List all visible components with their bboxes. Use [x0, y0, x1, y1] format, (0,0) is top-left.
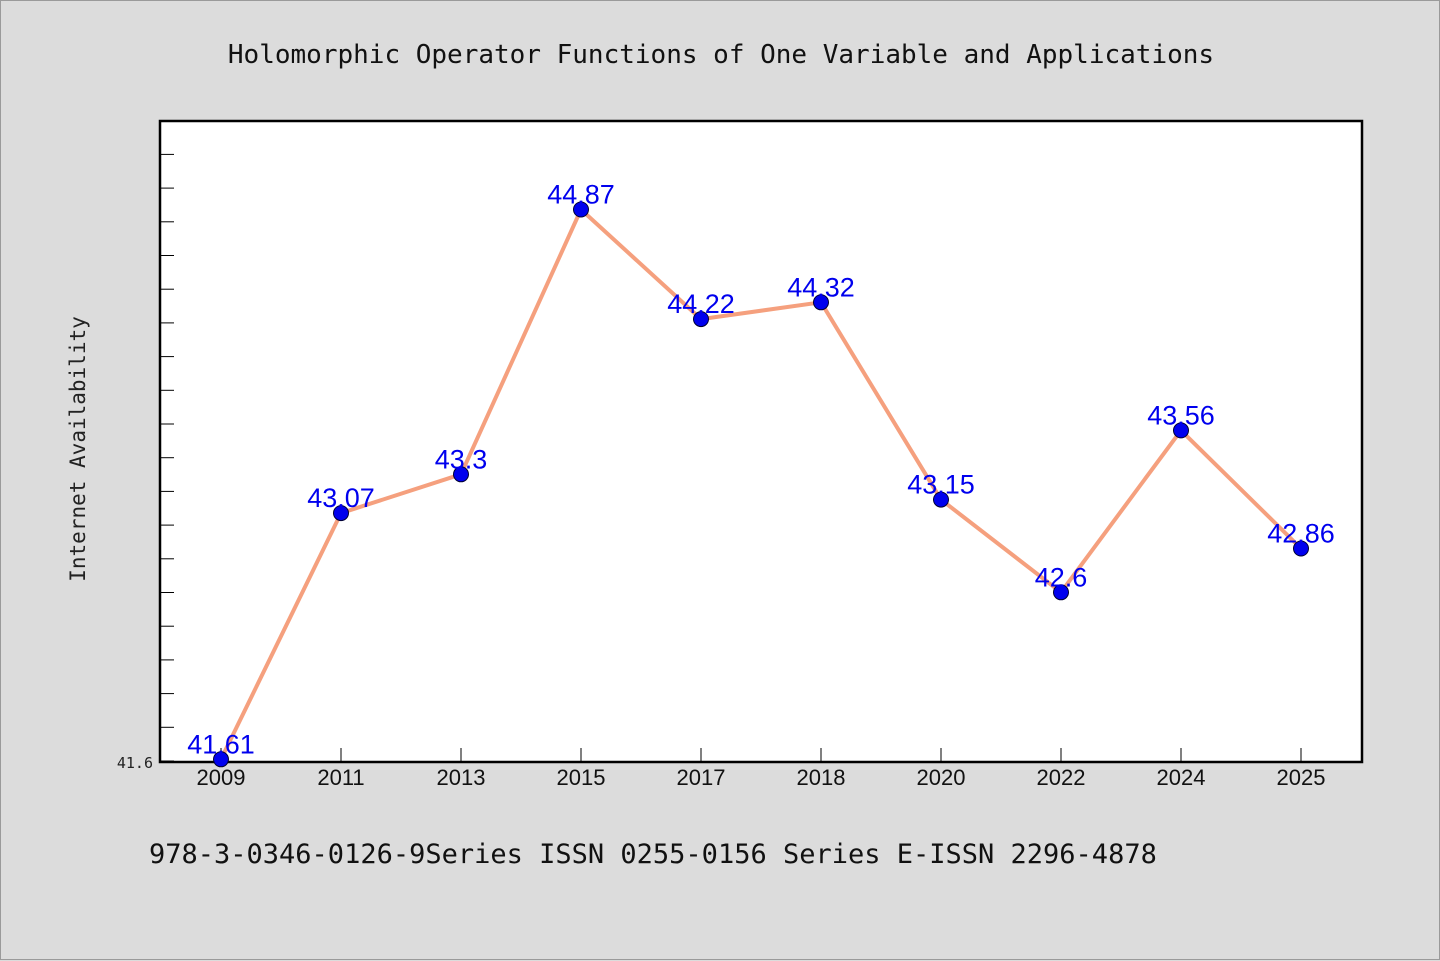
data-point [813, 294, 829, 311]
data-point [1053, 584, 1069, 601]
x-tick-label: 2017 [677, 765, 726, 790]
data-label: 44.32 [787, 272, 855, 302]
data-labels: 41.61 43.07 43.3 44.87 44.22 44.32 43.15 42.6 43… [187, 180, 1335, 760]
x-tick-label: 2025 [1277, 765, 1326, 790]
data-label: 43.15 [907, 470, 975, 500]
data-point [693, 311, 709, 328]
data-label: 42.6 [1035, 562, 1088, 592]
x-tick-label: 2009 [197, 765, 246, 790]
data-label: 41.61 [187, 729, 255, 759]
y-tick-label-min: 41.6 [117, 754, 153, 772]
x-tick-label: 2013 [437, 765, 486, 790]
x-tick-label: 2015 [557, 765, 606, 790]
data-point [1293, 540, 1309, 557]
data-point [1173, 422, 1189, 439]
data-label: 44.22 [667, 289, 735, 319]
data-point [213, 751, 229, 768]
y-axis-ticks [160, 153, 174, 762]
data-label: 43.56 [1147, 400, 1215, 430]
data-label: 44.87 [547, 180, 615, 210]
data-label: 43.07 [307, 483, 375, 513]
data-point [933, 491, 949, 508]
data-point [573, 201, 589, 218]
x-axis-ticks [220, 748, 1302, 761]
data-label: 43.3 [435, 444, 488, 474]
x-tick-label: 2020 [917, 765, 966, 790]
y-axis-label: Internet Availability [66, 316, 90, 582]
chart-title: Holomorphic Operator Functions of One Va… [228, 40, 1214, 70]
plot-area [158, 119, 1364, 764]
data-markers [213, 201, 1309, 768]
x-tick-label: 2018 [797, 765, 846, 790]
x-tick-label: 2022 [1037, 765, 1086, 790]
data-point [453, 466, 469, 483]
series-line [219, 207, 1303, 761]
data-point [333, 505, 349, 522]
x-tick-label: 2024 [1157, 765, 1206, 790]
data-label: 42.86 [1267, 519, 1335, 549]
x-axis-tick-labels: 2009 2011 2013 2015 2017 2018 2020 2022 2024 2025 [197, 765, 1326, 790]
x-tick-label: 2011 [317, 765, 364, 790]
footer-text: 978-3-0346-0126-9Series ISSN 0255-0156 S… [149, 839, 1157, 870]
